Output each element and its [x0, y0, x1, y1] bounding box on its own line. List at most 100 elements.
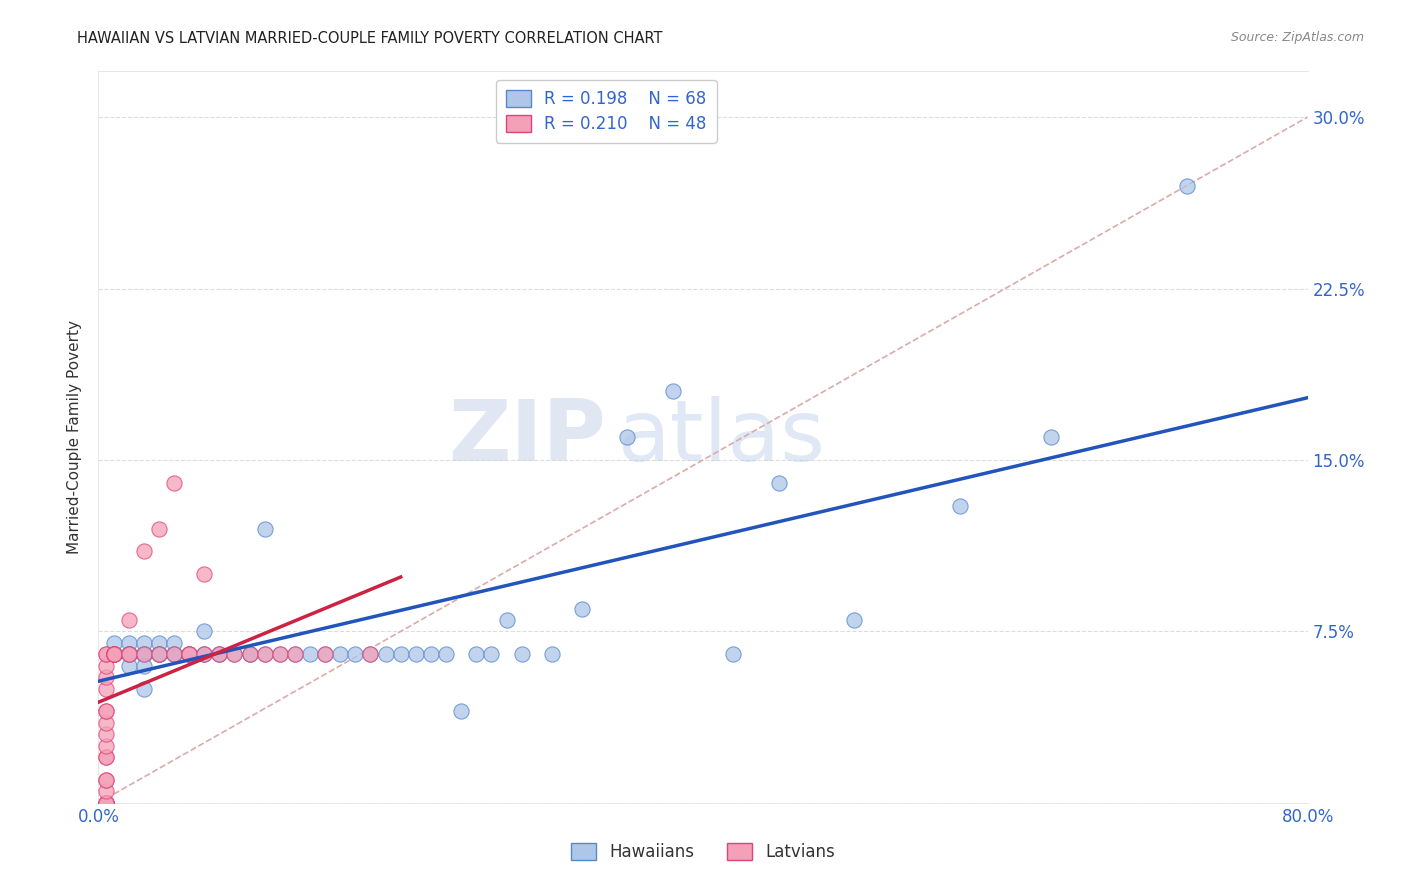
- Point: [360, 647, 382, 661]
- Point: [163, 647, 186, 661]
- Point: [374, 647, 396, 661]
- Point: [163, 647, 186, 661]
- Point: [179, 647, 201, 661]
- Point: [132, 636, 155, 650]
- Point: [94, 750, 117, 764]
- Point: [329, 647, 352, 661]
- Point: [94, 647, 117, 661]
- Point: [193, 647, 215, 661]
- Point: [163, 475, 186, 490]
- Point: [118, 658, 141, 673]
- Point: [103, 647, 125, 661]
- Point: [103, 647, 125, 661]
- Point: [179, 647, 201, 661]
- Point: [510, 647, 533, 661]
- Point: [314, 647, 336, 661]
- Point: [299, 647, 322, 661]
- Point: [94, 796, 117, 810]
- Point: [1039, 430, 1062, 444]
- Point: [94, 739, 117, 753]
- Point: [269, 647, 291, 661]
- Point: [661, 384, 683, 399]
- Point: [253, 647, 276, 661]
- Point: [616, 430, 638, 444]
- Point: [723, 647, 745, 661]
- Point: [94, 750, 117, 764]
- Point: [94, 772, 117, 787]
- Point: [239, 647, 262, 661]
- Point: [239, 647, 262, 661]
- Point: [94, 772, 117, 787]
- Point: [118, 647, 141, 661]
- Point: [132, 647, 155, 661]
- Point: [148, 647, 170, 661]
- Point: [94, 796, 117, 810]
- Point: [434, 647, 457, 661]
- Point: [132, 681, 155, 696]
- Point: [118, 636, 141, 650]
- Point: [103, 647, 125, 661]
- Point: [94, 784, 117, 798]
- Point: [208, 647, 231, 661]
- Point: [193, 567, 215, 582]
- Point: [208, 647, 231, 661]
- Point: [163, 647, 186, 661]
- Point: [949, 499, 972, 513]
- Point: [193, 647, 215, 661]
- Point: [420, 647, 443, 661]
- Point: [450, 705, 472, 719]
- Point: [118, 647, 141, 661]
- Point: [405, 647, 427, 661]
- Point: [360, 647, 382, 661]
- Point: [179, 647, 201, 661]
- Point: [224, 647, 246, 661]
- Point: [94, 796, 117, 810]
- Point: [344, 647, 367, 661]
- Point: [94, 705, 117, 719]
- Point: [239, 647, 262, 661]
- Point: [148, 647, 170, 661]
- Point: [495, 613, 517, 627]
- Y-axis label: Married-Couple Family Poverty: Married-Couple Family Poverty: [67, 320, 83, 554]
- Point: [103, 647, 125, 661]
- Point: [103, 647, 125, 661]
- Point: [314, 647, 336, 661]
- Point: [1175, 178, 1198, 193]
- Point: [94, 727, 117, 741]
- Point: [253, 521, 276, 535]
- Point: [148, 647, 170, 661]
- Point: [148, 647, 170, 661]
- Text: Source: ZipAtlas.com: Source: ZipAtlas.com: [1230, 31, 1364, 45]
- Point: [132, 544, 155, 558]
- Point: [481, 647, 503, 661]
- Point: [94, 715, 117, 730]
- Point: [94, 670, 117, 684]
- Point: [148, 647, 170, 661]
- Point: [94, 658, 117, 673]
- Point: [132, 647, 155, 661]
- Point: [148, 647, 170, 661]
- Point: [103, 647, 125, 661]
- Point: [132, 647, 155, 661]
- Point: [571, 601, 593, 615]
- Point: [208, 647, 231, 661]
- Point: [163, 636, 186, 650]
- Point: [118, 647, 141, 661]
- Point: [94, 796, 117, 810]
- Legend: Hawaiians, Latvians: Hawaiians, Latvians: [564, 836, 842, 868]
- Text: ZIP: ZIP: [449, 395, 606, 479]
- Point: [465, 647, 488, 661]
- Point: [118, 613, 141, 627]
- Point: [284, 647, 307, 661]
- Point: [118, 647, 141, 661]
- Point: [148, 636, 170, 650]
- Point: [148, 521, 170, 535]
- Point: [94, 796, 117, 810]
- Point: [179, 647, 201, 661]
- Point: [118, 647, 141, 661]
- Point: [103, 647, 125, 661]
- Text: atlas: atlas: [619, 395, 827, 479]
- Point: [193, 624, 215, 639]
- Point: [103, 647, 125, 661]
- Point: [224, 647, 246, 661]
